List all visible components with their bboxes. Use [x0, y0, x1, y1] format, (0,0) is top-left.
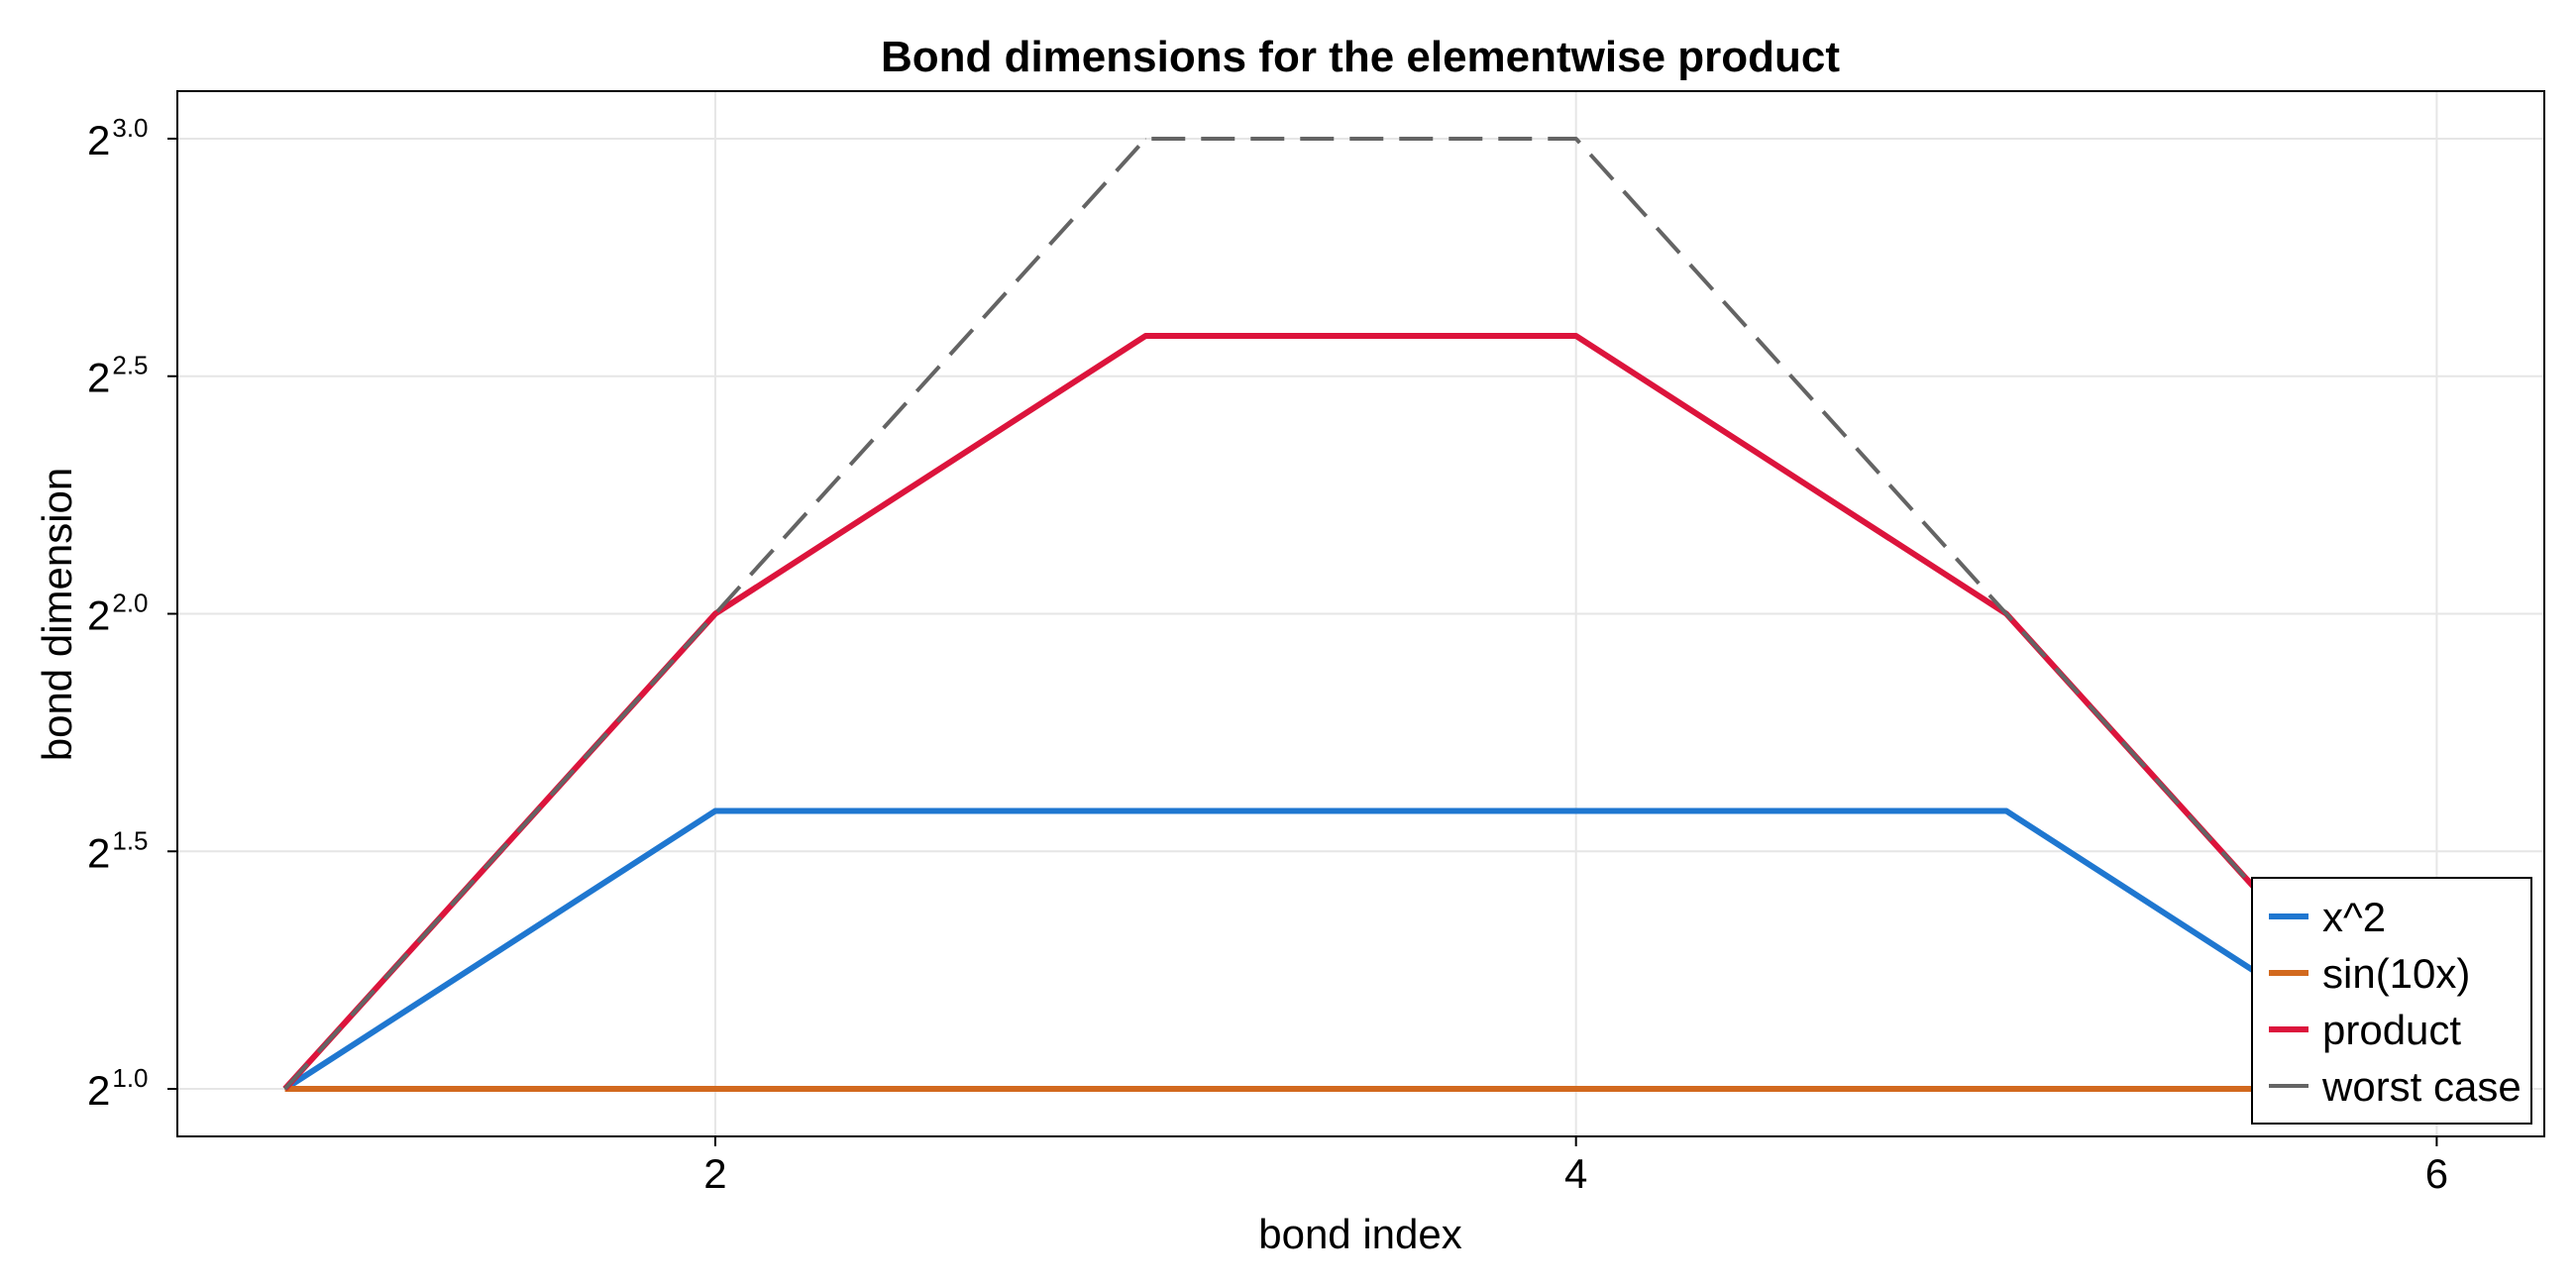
series-point — [1575, 335, 1577, 337]
series-point — [284, 1088, 286, 1090]
grid-layer — [177, 91, 2544, 1136]
y-tick-label: 21.0 — [87, 1063, 149, 1114]
y-axis-label: bond dimension — [34, 468, 80, 762]
y-tick-exponent: 2.0 — [112, 589, 148, 618]
series-point — [1144, 810, 1146, 812]
series-line-worst-case — [283, 136, 2438, 1091]
y-tick-base: 2 — [87, 355, 110, 401]
series-point — [2005, 613, 2007, 614]
series-line-x-2 — [282, 807, 2439, 1092]
series-point — [1144, 1088, 1146, 1090]
y-tick-exponent: 1.5 — [112, 825, 148, 855]
y-tick-label: 22.0 — [87, 589, 149, 639]
tick-layer: 2 4 621.021.522.022.523.0 — [87, 113, 2448, 1197]
y-tick-exponent: 2.5 — [112, 351, 148, 380]
y-tick-exponent: 3.0 — [112, 113, 148, 143]
legend-label: product — [2322, 1007, 2461, 1053]
y-tick-label: 22.5 — [87, 351, 149, 401]
series-line-product — [282, 332, 2439, 1092]
series-point — [2005, 1088, 2007, 1090]
x-tick-label: 4 — [1564, 1150, 1587, 1197]
legend: x^2 sin(10x) product worst case — [2251, 877, 2532, 1125]
x-axis-label: bond index — [1258, 1211, 1462, 1257]
y-tick-base: 2 — [87, 829, 110, 876]
series-point — [714, 613, 716, 614]
legend-label: worst case — [2321, 1063, 2522, 1110]
series-point — [1575, 1088, 1577, 1090]
series-layer — [282, 136, 2439, 1093]
y-tick-base: 2 — [87, 592, 110, 639]
series-point — [714, 1088, 716, 1090]
x-tick-label: 2 — [703, 1150, 726, 1197]
legend-label: x^2 — [2322, 894, 2386, 940]
y-tick-base: 2 — [87, 117, 110, 163]
y-tick-base: 2 — [87, 1067, 110, 1114]
series-point — [1575, 810, 1577, 812]
series-point — [1575, 138, 1577, 140]
series-point — [2005, 810, 2007, 812]
series-point — [714, 810, 716, 812]
legend-label: sin(10x) — [2322, 950, 2470, 997]
series-point — [1144, 138, 1146, 140]
chart-title: Bond dimensions for the elementwise prod… — [881, 33, 1840, 81]
x-tick-label: 6 — [2425, 1150, 2448, 1197]
y-tick-label: 23.0 — [87, 113, 149, 163]
y-tick-label: 21.5 — [87, 825, 149, 876]
series-point — [1144, 335, 1146, 337]
y-tick-exponent: 1.0 — [112, 1063, 148, 1093]
